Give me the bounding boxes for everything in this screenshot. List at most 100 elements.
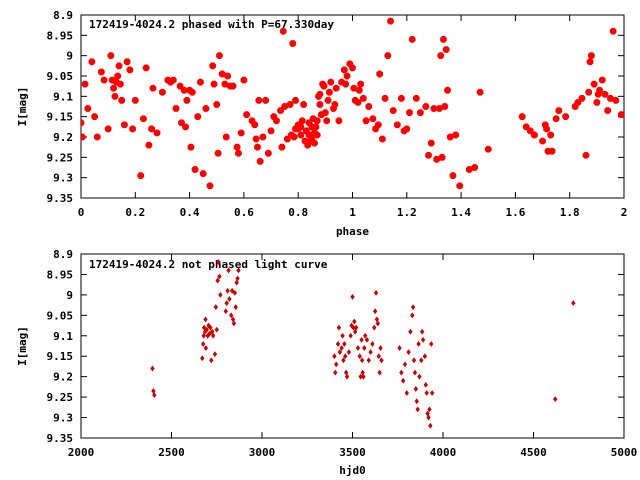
data-point (254, 143, 261, 151)
data-point (522, 123, 530, 131)
data-point (182, 123, 189, 131)
data-point (424, 390, 429, 396)
data-point (427, 406, 432, 413)
x-tick-label: 0.6 (234, 206, 254, 219)
data-point (341, 357, 346, 364)
data-point (370, 341, 375, 347)
data-point (422, 353, 428, 360)
data-point (251, 121, 259, 129)
data-point (408, 328, 413, 335)
data-point (617, 111, 624, 118)
data-point (224, 300, 229, 306)
data-point (203, 345, 209, 351)
y-tick-label: 9.2 (53, 131, 73, 144)
data-point (337, 349, 343, 356)
data-point (236, 267, 241, 274)
x-axis-label: hjd0 (339, 464, 366, 477)
data-point (145, 141, 153, 149)
data-point (332, 353, 337, 360)
data-point (210, 332, 216, 339)
data-point (543, 125, 550, 133)
data-point (111, 92, 119, 100)
x-tick-label: 1.2 (397, 206, 417, 219)
data-point (582, 151, 590, 159)
data-point (389, 107, 397, 114)
data-point (297, 131, 305, 139)
data-point (387, 17, 394, 25)
data-point (152, 392, 157, 398)
x-tick-label: 1 (349, 206, 356, 219)
data-point (357, 353, 362, 360)
x-tick-label: 2 (621, 206, 628, 219)
data-point (104, 125, 112, 133)
data-point (126, 66, 134, 74)
data-point (312, 123, 320, 131)
data-point (373, 289, 379, 296)
data-point (279, 27, 287, 35)
data-point (379, 135, 386, 143)
data-point (362, 117, 370, 125)
data-point (107, 52, 115, 60)
data-point (88, 58, 96, 66)
data-point (201, 332, 206, 339)
data-point (406, 349, 411, 356)
y-tick-label: 9.15 (47, 111, 74, 124)
data-point (548, 147, 556, 155)
data-point (437, 52, 445, 60)
data-point (316, 101, 324, 108)
data-point (350, 84, 358, 92)
data-point (215, 277, 220, 284)
phased-panel: 0 0.2 0.4 0.6 0.8 1 1.2 1.4 1.6 1.8 2 8.9 8.95 9 9.05 9… (16, 9, 627, 238)
data-point (229, 82, 237, 90)
x-tick-label: 1.8 (560, 206, 580, 219)
data-point (93, 133, 101, 141)
data-point (429, 341, 434, 347)
y-tick-label: 8.9 (53, 248, 73, 261)
data-point (428, 422, 433, 429)
y-tick-label: 9.25 (47, 151, 74, 164)
data-point (426, 414, 431, 421)
data-point (417, 373, 422, 380)
data-point (137, 172, 145, 179)
data-point (229, 312, 234, 319)
data-point (359, 336, 364, 343)
y-tick-label: 9.3 (53, 412, 73, 425)
data-point (231, 320, 237, 327)
x-tick-label: 3000 (249, 446, 276, 459)
data-point (379, 357, 384, 364)
unphased-panel: 2000 2500 3000 3500 4000 4500 5000 8.9 8.95 9 9.05… (16, 248, 637, 477)
data-point (357, 80, 365, 88)
data-point (110, 84, 117, 92)
data-point (214, 149, 222, 157)
data-point (604, 107, 612, 114)
data-point (352, 318, 357, 325)
data-point (178, 119, 185, 127)
data-point (353, 328, 358, 335)
x-axis-label: phase (336, 225, 369, 238)
data-point (413, 386, 419, 392)
data-point (298, 117, 306, 125)
y-tick-label: 9.1 (53, 90, 73, 103)
data-point (169, 76, 177, 84)
data-point (403, 125, 411, 133)
data-point (323, 117, 331, 125)
data-point (411, 357, 417, 364)
data-point (237, 129, 245, 137)
data-point (355, 86, 363, 94)
data-point (335, 341, 341, 347)
data-point (342, 341, 347, 347)
data-point (221, 80, 229, 88)
data-point (376, 353, 381, 360)
data-point (362, 332, 368, 339)
chart-title: 172419-4024.2 not phased light curve (89, 258, 328, 271)
data-point (252, 135, 260, 143)
data-point (430, 105, 438, 112)
x-tick-label: 0 (78, 206, 85, 219)
data-point (324, 97, 332, 104)
data-point (441, 103, 449, 110)
y-tick-label: 9.05 (47, 309, 74, 322)
x-tick-label: 4000 (430, 446, 457, 459)
data-point (372, 324, 377, 331)
data-point (118, 97, 126, 104)
